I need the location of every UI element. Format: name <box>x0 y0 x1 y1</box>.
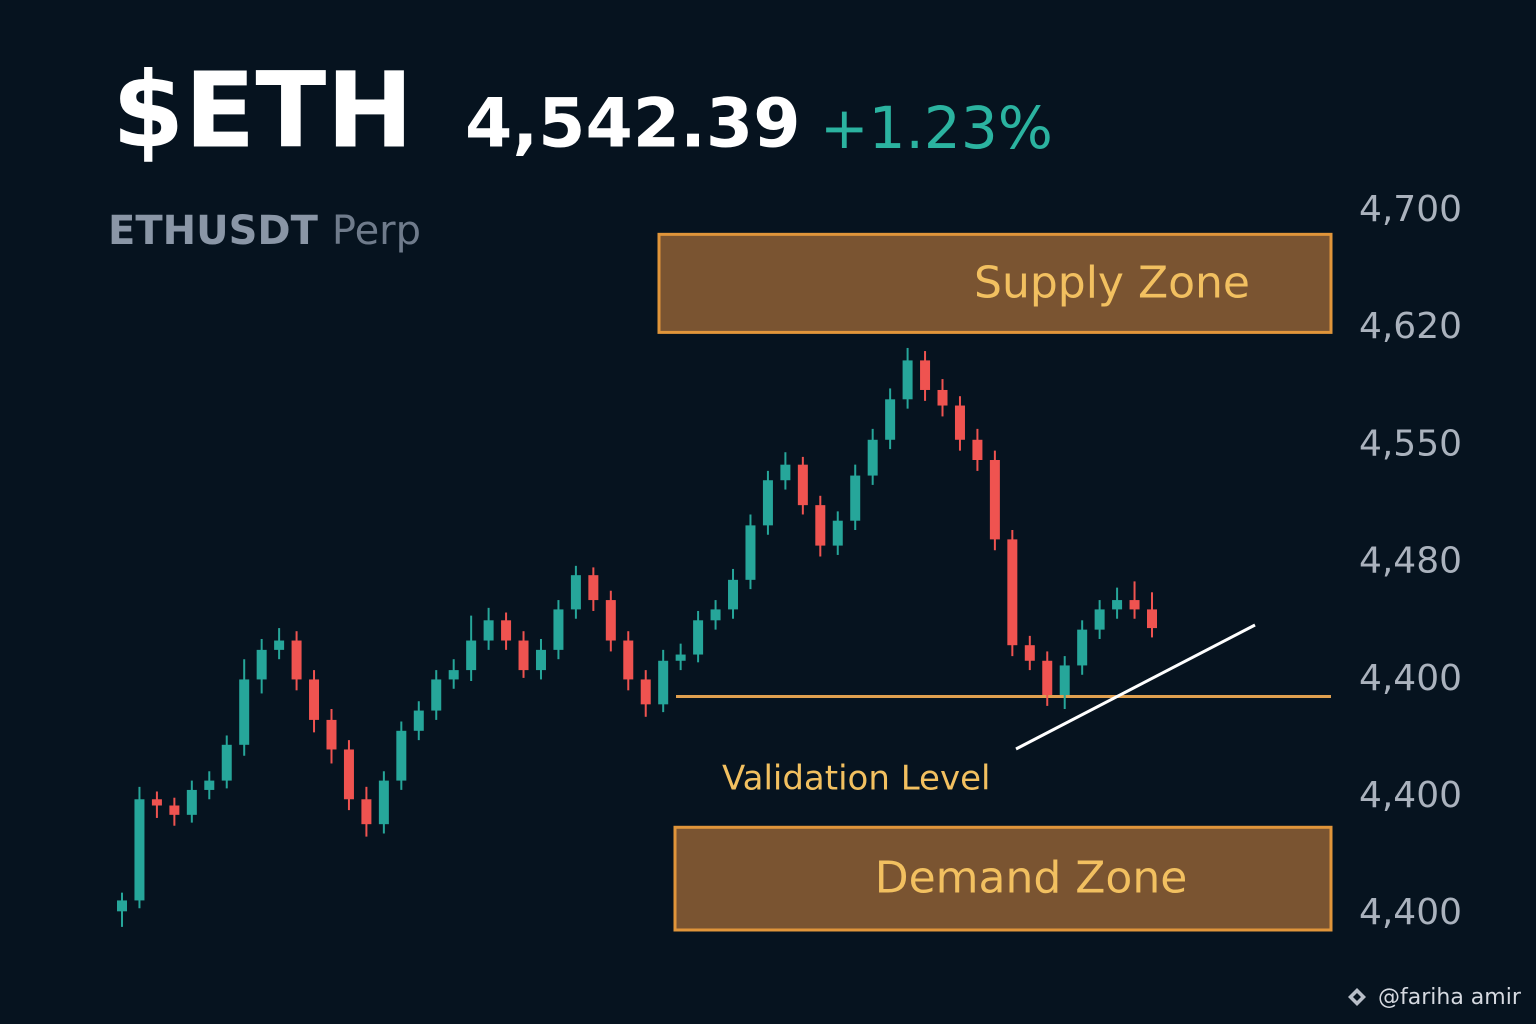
candle-body <box>1042 660 1053 696</box>
candle-body <box>745 525 756 580</box>
candle-body <box>780 464 791 481</box>
watermark-icon <box>1348 988 1366 1006</box>
candle-body <box>920 360 931 390</box>
candle-body <box>832 520 843 546</box>
zone-label: Demand Zone <box>875 853 1188 904</box>
candle-body <box>693 620 704 655</box>
validation-label: Validation Level <box>722 759 990 799</box>
candle-body <box>431 679 442 711</box>
candle-body <box>326 719 337 750</box>
zone-label: Supply Zone <box>974 257 1250 308</box>
candle-body <box>274 640 285 650</box>
candle-body <box>396 730 407 781</box>
candle-body <box>186 789 197 815</box>
candle-body <box>850 475 861 521</box>
y-axis-label: 4,550 <box>1359 423 1462 464</box>
candle-body <box>378 780 389 825</box>
y-axis-label: 4,480 <box>1359 541 1462 582</box>
candle-body <box>588 575 599 601</box>
candle-body <box>989 460 1000 540</box>
candle-body <box>570 575 581 610</box>
candle-body <box>1112 600 1123 610</box>
candle-body <box>640 679 651 705</box>
price: 4,542.39 <box>465 85 801 164</box>
candle-body <box>535 649 546 671</box>
candle-body <box>937 389 948 406</box>
candle-body <box>1007 539 1018 646</box>
pair: ETHUSDT Perp <box>108 208 421 254</box>
candle-body <box>448 670 459 680</box>
candle-body <box>501 620 512 641</box>
candle-body <box>343 749 354 800</box>
zone-box <box>657 232 1333 334</box>
candle-body <box>1129 600 1140 610</box>
pair-name: ETHUSDT <box>108 208 319 254</box>
candle-body <box>239 679 250 745</box>
candle-body <box>954 405 965 440</box>
candle-body <box>1077 629 1088 666</box>
candle-body <box>762 480 773 526</box>
candle-body <box>1024 645 1035 661</box>
candle-body <box>483 620 494 641</box>
watermark: @fariha amir <box>1378 985 1522 1010</box>
candle-body <box>256 649 267 680</box>
candle-body <box>204 780 215 790</box>
y-axis-label: 4,620 <box>1359 306 1462 347</box>
candle-body <box>518 640 529 671</box>
candle-body <box>134 799 145 901</box>
candle-body <box>117 900 127 912</box>
candle-body <box>728 579 739 610</box>
candle-body <box>902 360 913 400</box>
candle-body <box>972 439 983 461</box>
symbol: $ETH <box>112 49 413 171</box>
y-axis-label: 4,400 <box>1359 892 1462 933</box>
change: +1.23% <box>820 94 1053 162</box>
candle-body <box>867 439 878 476</box>
candle-body <box>885 399 896 440</box>
pair-suffix: Perp <box>332 208 421 254</box>
candle-body <box>1094 609 1105 630</box>
candle-body <box>710 609 721 621</box>
candle-body <box>151 799 162 806</box>
candle-body <box>466 640 477 671</box>
candle-body <box>553 609 564 650</box>
zone-box <box>673 825 1333 932</box>
candle-body <box>605 600 616 641</box>
candle-body <box>815 505 826 546</box>
y-axis-label: 4,400 <box>1359 775 1462 816</box>
candle-body <box>361 799 372 825</box>
candle-body <box>221 744 232 781</box>
trend-line <box>1015 623 1256 751</box>
candle-body <box>658 660 669 705</box>
candle-body <box>675 654 686 661</box>
y-axis-label: 4,700 <box>1359 189 1462 230</box>
candle-body <box>291 640 302 680</box>
candle-body <box>1147 609 1157 629</box>
candle-body <box>413 710 424 731</box>
candle-body <box>623 640 634 680</box>
candle-body <box>169 805 180 815</box>
candle-body <box>797 464 808 506</box>
candle-body <box>309 679 320 720</box>
y-axis-label: 4,400 <box>1359 658 1462 699</box>
candle-body <box>1059 665 1070 696</box>
